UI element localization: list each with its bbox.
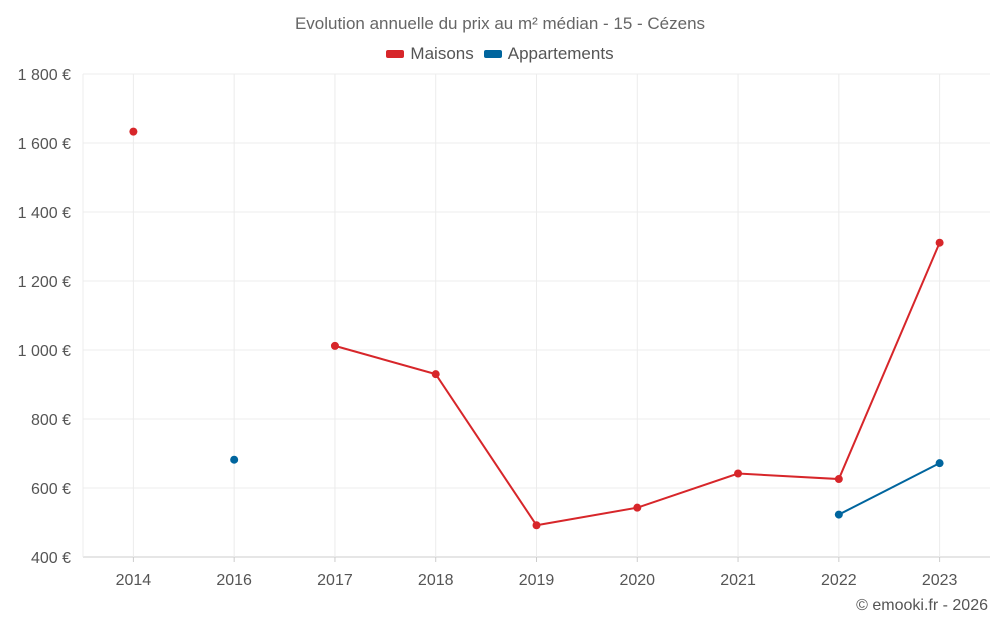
credit-text: © emooki.fr - 2026	[856, 597, 988, 614]
data-point-maisons	[330, 341, 339, 350]
x-tick-label: 2016	[216, 572, 252, 589]
x-tick-label: 2017	[317, 572, 353, 589]
x-tick-label: 2022	[821, 572, 857, 589]
legend: Maisons Appartements	[0, 44, 1000, 64]
y-tick-label: 1 800 €	[18, 67, 71, 84]
legend-label-appartements: Appartements	[507, 44, 614, 63]
legend-item-appartements[interactable]: Appartements	[483, 44, 614, 64]
x-tick-label: 2019	[519, 572, 555, 589]
legend-label-maisons: Maisons	[410, 44, 474, 63]
data-point-maisons	[834, 475, 843, 484]
legend-swatch-appartements	[483, 50, 502, 58]
y-tick-label: 1 400 €	[18, 205, 71, 222]
data-point-maisons	[633, 503, 642, 512]
x-tick-label: 2021	[720, 572, 756, 589]
x-tick-label: 2020	[619, 572, 655, 589]
legend-swatch-maisons	[386, 50, 405, 58]
y-tick-label: 1 200 €	[18, 274, 71, 291]
data-point-appartements	[230, 455, 239, 464]
x-tick-label: 2023	[922, 572, 958, 589]
y-tick-label: 600 €	[31, 481, 71, 498]
y-tick-label: 1 600 €	[18, 136, 71, 153]
x-tick-label: 2014	[116, 572, 152, 589]
data-point-maisons	[734, 469, 743, 478]
y-tick-label: 400 €	[31, 550, 71, 567]
data-point-maisons	[129, 127, 138, 136]
data-point-maisons	[532, 521, 541, 530]
data-point-appartements	[834, 510, 843, 519]
chart-title: Evolution annuelle du prix au m² médian …	[294, 14, 706, 33]
y-tick-label: 800 €	[31, 412, 71, 429]
series-line-appartements	[838, 462, 941, 516]
x-tick-label: 2018	[418, 572, 454, 589]
data-point-maisons	[935, 238, 944, 247]
data-point-maisons	[431, 370, 440, 379]
data-point-appartements	[935, 459, 944, 468]
y-tick-label: 1 000 €	[18, 343, 71, 360]
legend-item-maisons[interactable]: Maisons	[386, 44, 474, 64]
